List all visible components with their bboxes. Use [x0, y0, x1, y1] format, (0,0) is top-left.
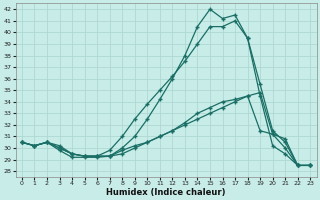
X-axis label: Humidex (Indice chaleur): Humidex (Indice chaleur)	[106, 188, 226, 197]
